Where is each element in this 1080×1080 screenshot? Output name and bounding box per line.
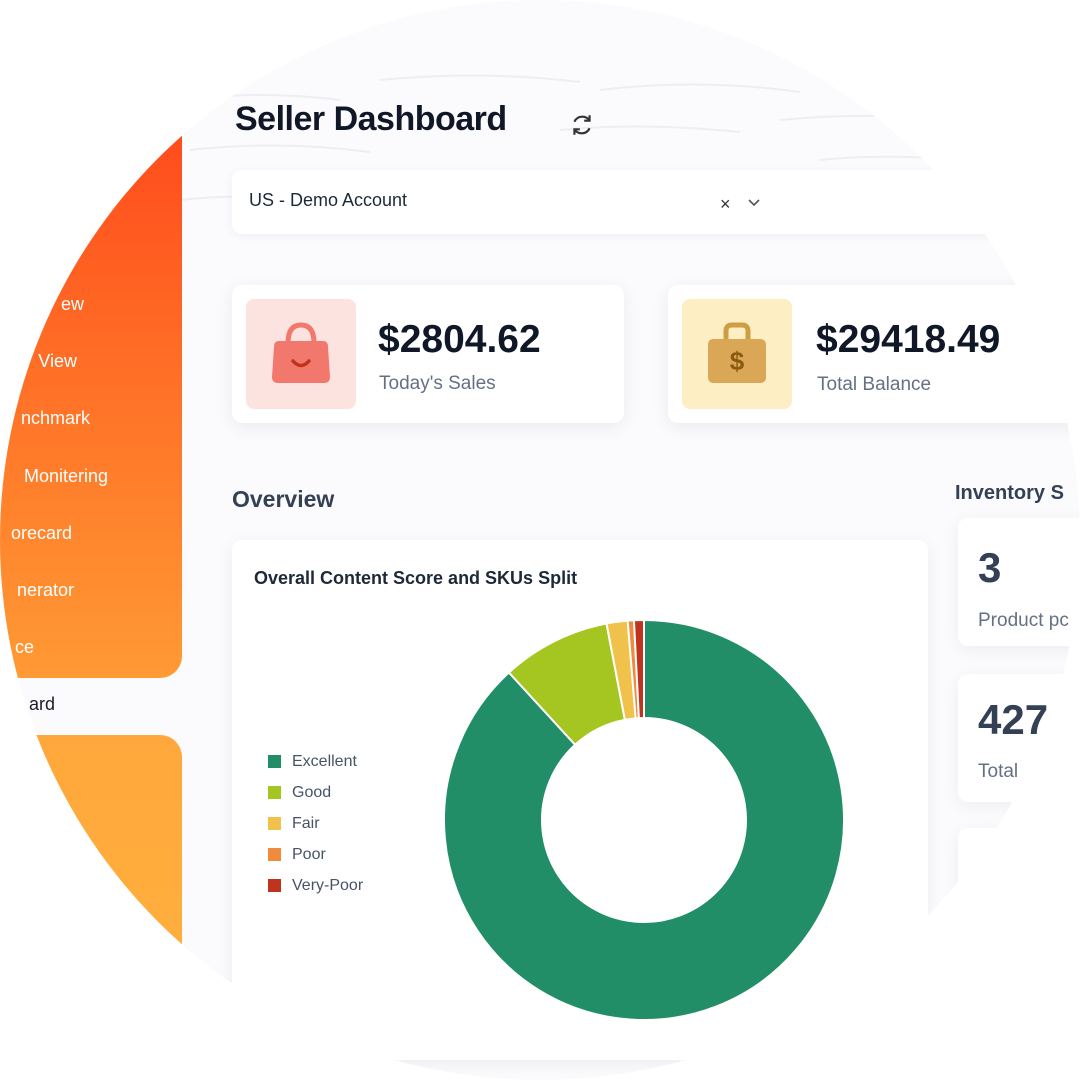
stat-icon-container: $: [682, 299, 792, 409]
stat-icon-container: [246, 299, 356, 409]
clear-icon[interactable]: ×: [720, 194, 731, 214]
legend-item-excellent[interactable]: Excellent: [268, 746, 363, 777]
total-balance-value: $29418.49: [816, 318, 1001, 361]
inventory-total-label: Total: [978, 761, 1019, 782]
svg-text:$: $: [730, 346, 745, 376]
sidebar-item-monitoring[interactable]: Monitering: [23, 466, 108, 486]
stat-card-total-balance: $ $29418.49 Total Balance: [668, 285, 1080, 423]
sidebar-item-dashboard-active[interactable]: ard: [28, 694, 55, 714]
inventory-card-extra: [958, 828, 1080, 918]
shopping-bag-icon: [272, 322, 330, 383]
todays-sales-value: $2804.62: [378, 318, 541, 361]
inventory-heading: Inventory S: [955, 482, 1064, 504]
donut-chart: [443, 618, 845, 1021]
sidebar-item-overview[interactable]: ew: [60, 294, 84, 314]
sidebar-item-scorecard[interactable]: orecard: [10, 523, 72, 543]
legend-item-good[interactable]: Good: [268, 777, 363, 808]
legend-swatch: [268, 817, 281, 830]
chart-legend: Excellent Good Fair Poor Very-Poor: [268, 746, 363, 901]
legend-swatch: [268, 755, 281, 768]
chart-title: Overall Content Score and SKUs Split: [254, 568, 578, 588]
legend-item-very-poor[interactable]: Very-Poor: [268, 870, 363, 901]
account-select[interactable]: US - Demo Account ×: [232, 170, 1012, 234]
sidebar-panel: [0, 120, 182, 678]
legend-item-poor[interactable]: Poor: [268, 839, 363, 870]
inventory-total-value: 427: [978, 696, 1049, 743]
sidebar-item-view[interactable]: View: [38, 351, 77, 371]
legend-swatch: [268, 786, 281, 799]
legend-label: Fair: [292, 814, 320, 832]
inventory-card-total: 427 Total: [958, 674, 1080, 802]
legend-item-fair[interactable]: Fair: [268, 808, 363, 839]
money-bag-icon: $: [708, 322, 766, 383]
sidebar-item-generator[interactable]: nerator: [16, 580, 74, 600]
chevron-down-icon[interactable]: [746, 194, 762, 210]
donut-slice-very-poor[interactable]: [632, 618, 645, 720]
sidebar-item-benchmark[interactable]: nchmark: [20, 408, 90, 428]
legend-swatch: [268, 848, 281, 861]
inventory-products-value: 3: [978, 544, 1002, 591]
inventory-card-products: 3 Product pc: [958, 518, 1080, 646]
legend-label: Good: [292, 783, 332, 801]
account-select-value: US - Demo Account: [249, 190, 408, 210]
refresh-icon[interactable]: [569, 112, 595, 138]
donut-slice-excellent[interactable]: [443, 618, 845, 1021]
legend-label: Poor: [292, 845, 326, 863]
legend-label: Excellent: [292, 752, 357, 770]
legend-label: Very-Poor: [292, 876, 364, 894]
sidebar-item-ce[interactable]: ce: [14, 637, 34, 657]
stat-card-todays-sales: $2804.62 Today's Sales: [232, 285, 624, 423]
sidebar-lower-panel: [0, 735, 182, 1080]
page-title: Seller Dashboard: [235, 100, 507, 138]
overview-heading: Overview: [232, 486, 335, 512]
total-balance-label: Total Balance: [817, 374, 932, 395]
inventory-products-label: Product pc: [978, 610, 1069, 631]
todays-sales-label: Today's Sales: [379, 373, 496, 394]
legend-swatch: [268, 879, 281, 892]
content-score-chart-card: Overall Content Score and SKUs Split Exc…: [232, 540, 928, 1060]
